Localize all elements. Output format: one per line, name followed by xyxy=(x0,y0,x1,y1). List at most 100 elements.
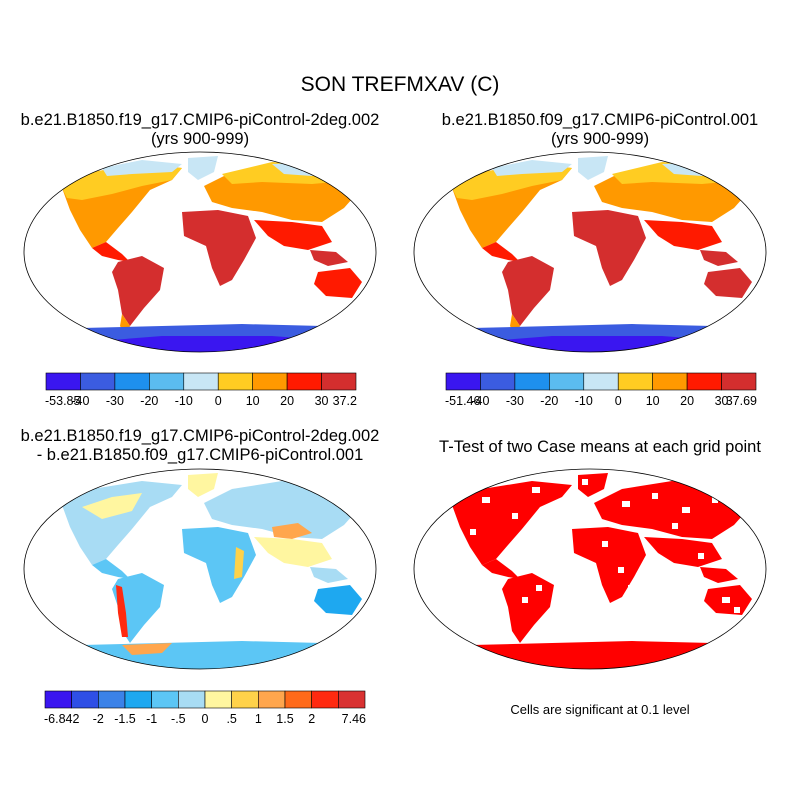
colorbar-tick-label: 30 xyxy=(315,394,329,408)
colorbar-swatch xyxy=(151,690,179,709)
colorbar-tick-label: 0 xyxy=(215,394,222,408)
tibet-warm-patch xyxy=(272,523,312,539)
panel-4-title: T-Test of two Case means at each grid po… xyxy=(400,438,800,457)
south-asia xyxy=(644,537,722,567)
colorbar-swatch xyxy=(231,690,259,709)
colorbar-swatch xyxy=(98,690,126,709)
north-america-warm-patch xyxy=(82,493,142,519)
colorbar-swatch xyxy=(583,372,619,391)
antarctica xyxy=(24,641,376,669)
colorbar-swatch xyxy=(217,372,253,391)
maritime-continent xyxy=(310,250,348,266)
central-america xyxy=(92,242,130,262)
south-america xyxy=(502,573,554,643)
maritime-continent xyxy=(310,567,348,583)
colorbar-tick-label: -10 xyxy=(175,394,193,408)
colorbar-tick-label: -30 xyxy=(106,394,124,408)
south-asia xyxy=(254,537,332,567)
central-america xyxy=(482,242,520,262)
panel-2-title: b.e21.B1850.f09_g17.CMIP6-piControl.001 … xyxy=(400,111,800,149)
south-asia xyxy=(644,220,722,250)
panel-3-title-line2: - b.e21.B1850.f09_g17.CMIP6-piControl.00… xyxy=(36,446,364,464)
colorbar-swatch xyxy=(652,372,688,391)
colorbar-tick-label: -30 xyxy=(506,394,524,408)
colorbar-swatch xyxy=(311,690,339,709)
colorbar-swatch xyxy=(258,690,286,709)
colorbar-tick-label: -40 xyxy=(71,394,89,408)
colorbar-tick-label: 20 xyxy=(680,394,694,408)
colorbar-swatch xyxy=(514,372,550,391)
colorbar-swatch xyxy=(80,372,116,391)
colorbar-swatch xyxy=(114,372,150,391)
colorbar-tick-label: -20 xyxy=(140,394,158,408)
colorbar-swatch xyxy=(617,372,653,391)
colorbar-swatch xyxy=(480,372,516,391)
colorbar-tick-label: 37.69 xyxy=(726,394,757,408)
panel-4-title-line1: T-Test of two Case means at each grid po… xyxy=(439,438,761,456)
colorbar-swatch xyxy=(286,372,322,391)
colorbar-swatch xyxy=(183,372,219,391)
antarctica-interior xyxy=(414,336,766,352)
panel-3-title-line1: b.e21.B1850.f19_g17.CMIP6-piControl-2deg… xyxy=(20,427,380,445)
colorbar-1: -53.85-40 -30 -20 -10 0 10 20 30 37.2 xyxy=(45,372,357,408)
colorbar-tick-label: -53.85 xyxy=(45,394,80,408)
colorbar-swatch xyxy=(252,372,288,391)
arctic-canada xyxy=(102,160,182,176)
colorbar-swatch xyxy=(445,372,481,391)
colorbar-tick-label: -1 xyxy=(146,712,157,726)
map-panel-1 xyxy=(23,151,377,353)
colorbar-swatch xyxy=(45,372,81,391)
south-asia xyxy=(254,220,332,250)
colorbar-tick-label: -.5 xyxy=(171,712,186,726)
africa xyxy=(182,527,256,603)
colorbar-tick-label: 30 xyxy=(715,394,729,408)
east-africa-warm-band xyxy=(234,547,244,579)
map-1-boundary xyxy=(23,151,377,353)
colorbar-tick-label: 10 xyxy=(646,394,660,408)
colorbar-tick-label: 2 xyxy=(308,712,315,726)
panel-1-title-line1: b.e21.B1850.f19_g17.CMIP6-piControl-2deg… xyxy=(20,111,380,129)
greenland xyxy=(578,156,608,180)
colorbar-3-difference: -6.842 -2 -1.5 -1 -.5 0 .5 1 1.5 2 7.46 xyxy=(44,690,366,726)
colorbar-tick-label: 0 xyxy=(202,712,209,726)
greenland xyxy=(188,156,218,180)
north-america-land xyxy=(62,481,182,565)
greenland xyxy=(188,473,218,497)
maritime-continent xyxy=(700,567,738,583)
maritime-continent xyxy=(700,250,738,266)
colorbar-tick-label: -10 xyxy=(575,394,593,408)
colorbar-tick-label: -40 xyxy=(471,394,489,408)
colorbar-swatch xyxy=(686,372,722,391)
colorbar-tick-label: -2 xyxy=(93,712,104,726)
colorbar-tick-label: 1.5 xyxy=(276,712,293,726)
non-significant-cells xyxy=(470,479,740,613)
australia xyxy=(314,268,362,298)
colorbar-swatch xyxy=(71,690,99,709)
map-3-boundary xyxy=(23,468,377,670)
colorbar-swatch xyxy=(338,690,366,709)
colorbar-tick-label: 0 xyxy=(615,394,622,408)
central-america xyxy=(482,559,520,579)
panel-3-title: b.e21.B1850.f19_g17.CMIP6-piControl-2deg… xyxy=(0,427,400,465)
significance-note: Cells are significant at 0.1 level xyxy=(510,702,690,717)
africa xyxy=(182,210,256,286)
colorbar-swatch xyxy=(321,372,357,391)
map-panel-2 xyxy=(413,151,767,353)
figure-title: SON TREFMXAV (C) xyxy=(300,73,500,96)
map-4-boundary xyxy=(413,468,767,670)
arctic-canada xyxy=(492,160,572,176)
south-america xyxy=(112,256,164,326)
africa xyxy=(572,210,646,286)
colorbar-tick-label: 37.2 xyxy=(333,394,357,408)
colorbar-tick-label: 10 xyxy=(246,394,260,408)
africa xyxy=(572,527,646,603)
colorbar-tick-label: -20 xyxy=(540,394,558,408)
colorbar-swatch xyxy=(178,690,206,709)
colorbar-tick-label: -6.842 xyxy=(44,712,79,726)
colorbar-swatch xyxy=(44,690,72,709)
australia xyxy=(314,585,362,615)
north-america-land xyxy=(452,481,572,565)
map-panel-4-significance xyxy=(413,468,767,670)
central-america xyxy=(92,559,130,579)
